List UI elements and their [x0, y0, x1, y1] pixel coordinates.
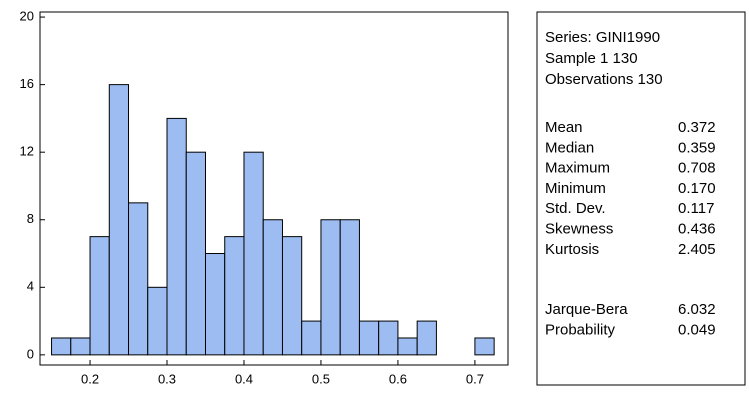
bar: [397, 337, 418, 356]
bar: [243, 151, 264, 356]
bar: [147, 286, 168, 356]
bar: [70, 337, 91, 356]
stats-header: Series: GINI1990: [545, 29, 660, 46]
stat-value: 0.708: [678, 160, 716, 177]
bar: [185, 151, 206, 356]
y-tick-label: 0: [27, 346, 34, 361]
stat-value: 0.436: [678, 220, 716, 237]
bar: [378, 320, 399, 356]
y-tick-label: 20: [20, 9, 34, 24]
stat-label: Skewness: [545, 220, 613, 237]
bar: [224, 236, 245, 356]
plot-frame: [39, 11, 509, 366]
stat-label: Mean: [545, 119, 583, 136]
stat-value: 0.170: [678, 180, 716, 197]
bar: [358, 320, 380, 356]
x-tick-label: 0.4: [235, 371, 253, 386]
stats-header: Sample 1 130: [545, 50, 638, 67]
bar: [339, 219, 360, 356]
y-tick-label: 8: [27, 211, 34, 226]
stats-box: [536, 11, 746, 386]
stat-label: Minimum: [545, 180, 606, 197]
bar: [301, 320, 322, 356]
stat-value: 6.032: [678, 301, 716, 318]
stat-value: 0.372: [678, 119, 716, 136]
x-tick-label: 0.2: [81, 371, 99, 386]
bar: [474, 337, 495, 356]
stat-label: Std. Dev.: [545, 200, 606, 217]
bar: [416, 320, 437, 356]
stat-label: Maximum: [545, 160, 610, 177]
bar: [204, 253, 226, 356]
y-tick-label: 16: [20, 76, 34, 91]
y-tick-label: 4: [27, 279, 34, 294]
x-tick-label: 0.5: [312, 371, 330, 386]
bar: [320, 219, 341, 356]
bar: [166, 117, 187, 356]
stat-label: Median: [545, 139, 594, 156]
stat-value: 0.359: [678, 139, 716, 156]
x-tick-label: 0.7: [466, 371, 484, 386]
x-tick-label: 0.3: [158, 371, 176, 386]
stat-value: 2.405: [678, 241, 716, 258]
bar: [89, 236, 110, 356]
stat-label: Probability: [545, 321, 616, 338]
bar: [51, 337, 72, 356]
stat-value: 0.049: [678, 321, 716, 338]
bar: [262, 219, 283, 356]
bar: [108, 84, 130, 356]
stat-label: Kurtosis: [545, 241, 599, 258]
bar: [128, 202, 149, 356]
stats-header: Observations 130: [545, 71, 663, 88]
stat-value: 0.117: [678, 200, 714, 217]
stat-label: Jarque-Bera: [545, 301, 628, 318]
y-tick-label: 12: [20, 144, 34, 159]
bar: [281, 236, 303, 356]
x-tick-label: 0.6: [389, 371, 407, 386]
